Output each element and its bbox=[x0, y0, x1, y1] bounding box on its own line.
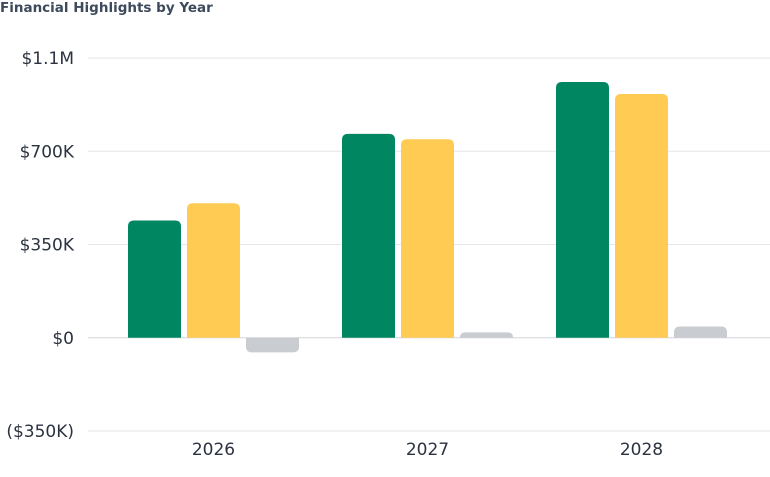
bar-2028-series-1 bbox=[556, 81, 609, 338]
bar-2028-series-2 bbox=[615, 93, 668, 338]
bar-2028-series-3 bbox=[674, 326, 727, 338]
x-category-label: 2028 bbox=[620, 440, 663, 460]
bar-2027-series-3 bbox=[460, 332, 513, 338]
bar-2026-series-2 bbox=[187, 203, 240, 338]
y-tick-label: $700K bbox=[20, 142, 75, 162]
bar-2027-series-2 bbox=[401, 139, 454, 338]
y-tick-label: $1.1M bbox=[21, 49, 74, 69]
bar-2027-series-1 bbox=[342, 133, 395, 338]
y-tick-label: $350K bbox=[20, 236, 75, 256]
bar-2026-series-1 bbox=[128, 220, 181, 338]
y-tick-label: $0 bbox=[52, 329, 74, 349]
x-category-label: 2026 bbox=[192, 440, 235, 460]
bar-2026-series-3 bbox=[246, 337, 299, 353]
y-tick-label: ($350K) bbox=[6, 422, 74, 442]
chart-title: Financial Highlights by Year bbox=[0, 0, 213, 16]
x-category-label: 2027 bbox=[406, 440, 449, 460]
